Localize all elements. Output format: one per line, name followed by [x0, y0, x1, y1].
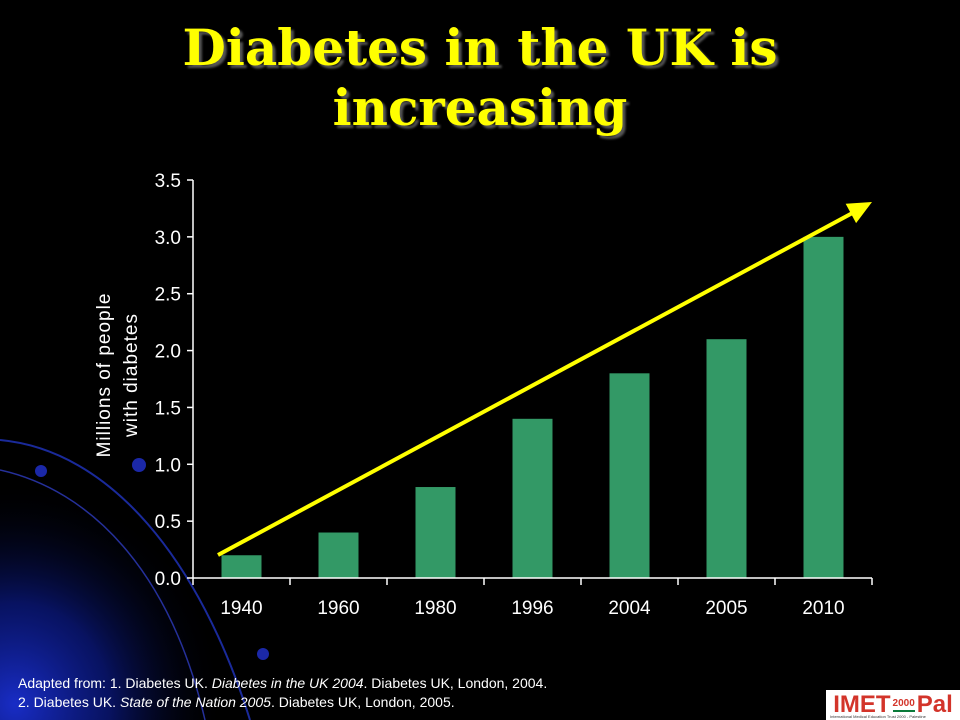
y-tick-label: 0.5 [155, 512, 181, 533]
bar-2004 [609, 373, 650, 578]
trend-arrow [217, 202, 872, 557]
source-citation: Adapted from: 1. Diabetes UK. Diabetes i… [18, 674, 798, 712]
y-tick-label: 1.5 [155, 398, 181, 419]
x-tick-label: 1960 [317, 598, 359, 619]
y-ticks-group: 0.0 0.5 1.0 1.5 2.0 2.5 3.0 3.5 [155, 171, 193, 590]
logo-right-text: Pal [916, 691, 953, 718]
x-tick-label: 2005 [705, 598, 747, 619]
bar-1996 [512, 418, 553, 578]
y-tick-label: 2.0 [155, 342, 181, 363]
bar-1940 [221, 555, 262, 578]
source-line-1: Adapted from: 1. Diabetes UK. Diabetes i… [18, 675, 548, 691]
bars-group [221, 236, 844, 578]
bar-2005 [706, 339, 747, 578]
x-tick-label: 1996 [511, 598, 553, 619]
logo-left-text: IMET [833, 691, 891, 718]
logo-number: 2000 [892, 698, 915, 712]
y-tick-label: 3.0 [155, 228, 181, 249]
title-line-2: increasing [332, 78, 628, 137]
x-tick-label: 1940 [220, 598, 262, 619]
bar-1960 [318, 532, 359, 578]
x-ticks-group: 1940 1960 1980 1996 2004 2005 2010 [192, 578, 873, 619]
bar-1980 [415, 487, 456, 578]
y-axis-label: Millions of people with diabetes [94, 293, 142, 458]
y-tick-label: 3.5 [155, 171, 181, 192]
y-axis-label-line-2: with diabetes [121, 313, 142, 438]
y-tick-label: 1.0 [155, 455, 181, 476]
bar-2010 [803, 236, 844, 578]
x-tick-label: 1980 [414, 598, 456, 619]
y-tick-label: 0.0 [155, 569, 181, 590]
y-axis-label-line-1: Millions of people [94, 293, 115, 458]
logo-subtitle: International Medical Education Trust 20… [830, 714, 926, 719]
x-tick-label: 2004 [608, 598, 651, 619]
axes-group [192, 180, 872, 579]
source-line-2: 2. Diabetes UK. State of the Nation 2005… [18, 694, 455, 710]
x-tick-label: 2010 [802, 598, 844, 619]
trend-arrow-line [217, 208, 859, 557]
slide-title: Diabetes in the UK is increasing [0, 18, 960, 138]
imet-pal-logo: IMET 2000 Pal International Medical Educ… [826, 690, 960, 720]
trend-arrow-head [845, 202, 872, 224]
title-line-1: Diabetes in the UK is [182, 18, 778, 77]
y-tick-label: 2.5 [155, 285, 181, 306]
